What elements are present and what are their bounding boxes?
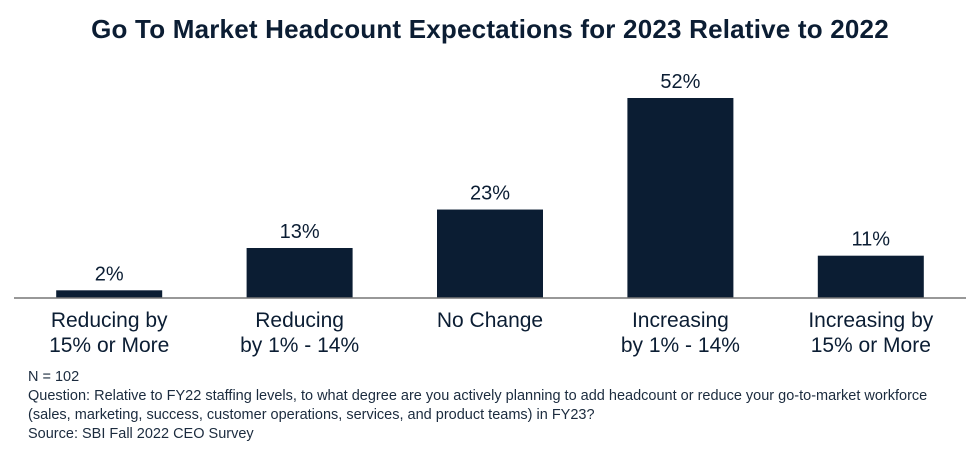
bar-4 [627, 98, 734, 298]
category-label-4-line-1: Increasing [632, 309, 729, 332]
data-label-5: 11% [852, 229, 891, 251]
chart-title: Go To Market Headcount Expectations for … [91, 14, 889, 44]
bar-1 [56, 290, 163, 298]
sample-size-note: N = 102 [28, 369, 80, 385]
category-label-1-line-2: 15% or More [49, 334, 169, 357]
footnotes: N = 102 Question: Relative to FY22 staff… [28, 368, 958, 444]
category-label-5-line-2: 15% or More [811, 334, 931, 357]
bar-5 [817, 255, 924, 298]
data-label-1: 2% [95, 263, 124, 285]
category-label-5-line-1: Increasing by [808, 309, 933, 332]
data-label-3: 23% [470, 183, 510, 205]
category-label-4-line-2: by 1% - 14% [621, 334, 740, 357]
data-label-4: 52% [660, 71, 700, 93]
category-label-2-line-2: by 1% - 14% [240, 334, 359, 357]
bar-2 [246, 248, 353, 298]
category-label-2-line-1: Reducing [255, 309, 344, 332]
bar-3 [437, 209, 543, 298]
category-label-1-line-1: Reducing by [51, 309, 168, 332]
source-note: Source: SBI Fall 2022 CEO Survey [28, 426, 254, 442]
survey-question-note: Question: Relative to FY22 staffing leve… [28, 388, 928, 423]
data-label-2: 13% [280, 221, 320, 243]
category-label-3-line-1: No Change [437, 309, 543, 332]
